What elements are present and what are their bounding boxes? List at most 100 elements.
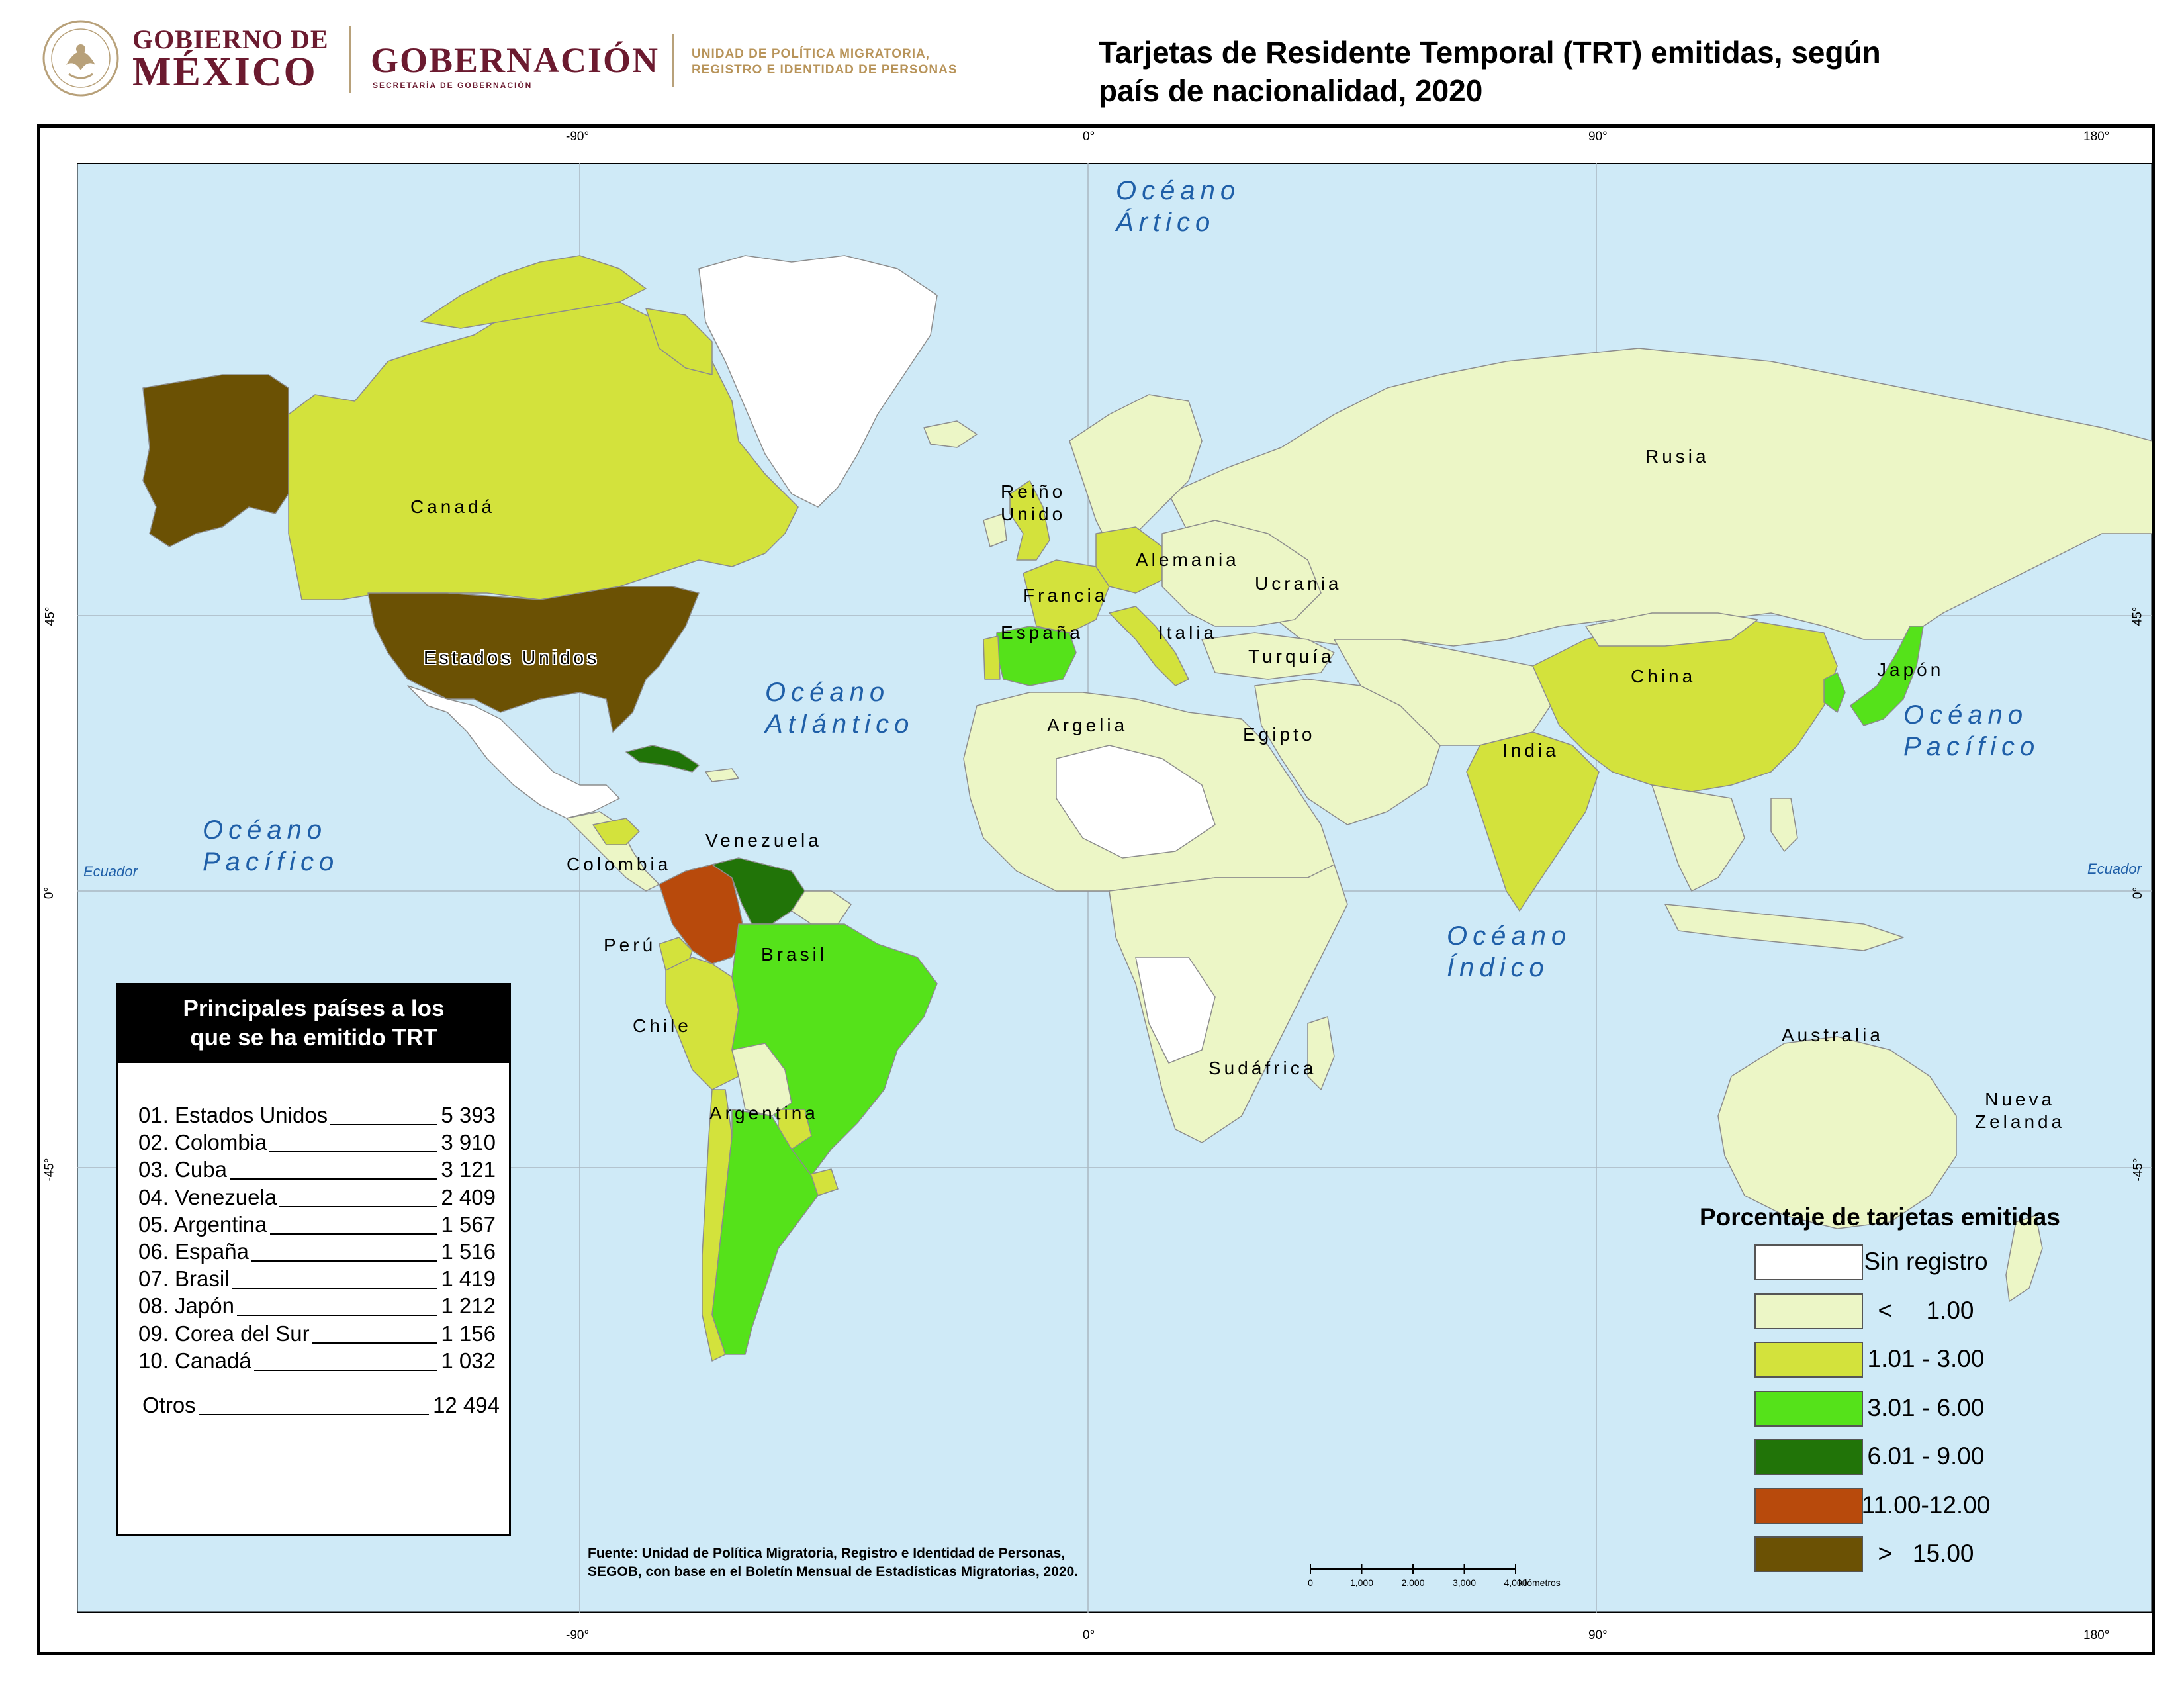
ranking-leader-line — [232, 1288, 437, 1289]
legend-swatch — [1754, 1244, 1863, 1280]
ocean-artico-line-2: Ártico — [1116, 208, 1216, 237]
ranking-row-otros: Otros 12 494 — [142, 1393, 500, 1421]
source-line-2: SEGOB, con base en el Boletín Mensual de… — [588, 1564, 1079, 1579]
reino-unido-line-1: Reiño — [1001, 481, 1066, 502]
ranking-leader-line — [330, 1124, 437, 1125]
country-label-nueva-zelanda: Nueva Zelanda — [1975, 1088, 2065, 1133]
country-label-egipto: Egipto — [1243, 724, 1316, 745]
eastern-europe — [1161, 520, 1322, 627]
middle-east — [1254, 679, 1441, 825]
ranking-title: Principales países a los que se ha emiti… — [118, 985, 509, 1063]
country-label-reino-unido: Reiño Unido — [1001, 481, 1066, 526]
ranking-row: 08. Japón 1 212 — [138, 1293, 496, 1321]
ranking-row: 07. Brasil 1 419 — [138, 1266, 496, 1294]
ranking-value: 1 032 — [441, 1348, 496, 1373]
tick-left-45: 45° — [43, 606, 58, 626]
ranking-value: 1 156 — [441, 1321, 496, 1346]
ranking-value: 1 516 — [441, 1239, 496, 1264]
country-label-estados-unidos: Estados Unidos — [424, 647, 600, 668]
unidad-label: UNIDAD DE POLÍTICA MIGRATORIA, REGISTRO … — [692, 46, 958, 78]
country-label-alemania: Alemania — [1136, 549, 1240, 570]
ranking-country-name: 06. España — [138, 1239, 249, 1264]
ranking-title-line-2: que se ha emitido TRT — [190, 1025, 437, 1051]
ocean-indico-line-1: Océano — [1447, 921, 1572, 951]
legend-title: Porcentaje de tarjetas emitidas — [1700, 1203, 2060, 1231]
source-line-1: Fuente: Unidad de Política Migratoria, R… — [588, 1546, 1066, 1561]
scale-tick-label: 1,000 — [1350, 1577, 1373, 1588]
ranking-leader-line — [269, 1233, 437, 1235]
ranking-leader-line — [229, 1178, 437, 1180]
tick-right-m45: -45° — [2131, 1158, 2146, 1182]
legend-label: 6.01 - 9.00 — [1867, 1442, 1985, 1470]
country-label-italia: Italia — [1158, 622, 1218, 643]
mongolia — [1585, 612, 1758, 647]
country-label-rusia: Rusia — [1645, 446, 1709, 467]
ranking-country-name: 02. Colombia — [138, 1130, 267, 1155]
country-label-australia: Australia — [1782, 1025, 1884, 1045]
scale-bar: 0 1,000 2,000 3,000 4,000 kilómetros — [1308, 1564, 1561, 1588]
ranking-row: 02. Colombia 3 910 — [138, 1130, 496, 1158]
tick-left-m45: -45° — [42, 1158, 57, 1182]
turkey — [1201, 632, 1335, 680]
ranking-value: 3 121 — [441, 1157, 496, 1182]
legend-swatch — [1754, 1439, 1863, 1475]
ranking-box: Principales países a los que se ha emiti… — [116, 983, 511, 1536]
japan — [1850, 626, 1924, 726]
gobernacion-sub-label: SECRETARÍA DE GOBERNACIÓN — [373, 81, 533, 90]
madagascar — [1307, 1016, 1335, 1090]
mexico-label: MÉXICO — [132, 50, 318, 95]
ocean-label-artico: Océano Ártico — [1116, 175, 1240, 238]
legend-label: 1.01 - 3.00 — [1867, 1345, 1985, 1372]
cuba — [625, 745, 700, 773]
source-note: Fuente: Unidad de Política Migratoria, R… — [588, 1544, 1078, 1581]
unidad-line-1: UNIDAD DE POLÍTICA MIGRATORIA, — [692, 47, 931, 61]
mexico-seal-logo — [42, 20, 119, 97]
united-kingdom — [1009, 480, 1050, 561]
scale-tick-label: 3,000 — [1453, 1577, 1476, 1588]
scale-tick-label: 4,000 — [1504, 1577, 1527, 1588]
mexico — [407, 685, 620, 819]
baffin-island — [645, 308, 713, 375]
country-label-argentina: Argentina — [709, 1103, 819, 1123]
ranking-country-name: 08. Japón — [138, 1293, 234, 1319]
ranking-value: 1 567 — [441, 1211, 496, 1237]
country-label-brasil: Brasil — [761, 944, 828, 964]
legend-swatch — [1754, 1536, 1863, 1572]
header: GOBIERNO DE MÉXICO GOBERNACIÓN SECRETARÍ… — [0, 0, 2184, 119]
portugal — [983, 635, 1001, 680]
ocean-atlantico-line-2: Atlántico — [765, 710, 915, 739]
scandinavia — [1069, 394, 1203, 547]
ranking-leader-line — [198, 1414, 430, 1415]
unidad-line-2: REGISTRO E IDENTIDAD DE PERSONAS — [692, 63, 958, 77]
ocean-label-pacifico-east: Océano Pacífico — [1903, 699, 2040, 763]
legend-label: > 15.00 — [1878, 1540, 1974, 1567]
ranking-country-name: 03. Cuba — [138, 1157, 227, 1182]
ranking-country-name: 10. Canadá — [138, 1348, 251, 1373]
ranking-leader-line — [253, 1369, 437, 1371]
header-divider — [349, 26, 351, 93]
map-title-line-1: Tarjetas de Residente Temporal (TRT) emi… — [1099, 35, 1881, 70]
country-label-francia: Francia — [1023, 585, 1109, 606]
ranking-leader-line — [236, 1315, 437, 1317]
indonesia — [1664, 904, 1904, 951]
countries — [142, 255, 2152, 1362]
ranking-value: 12 494 — [433, 1393, 500, 1417]
ranking-row: 01. Estados Unidos 5 393 — [138, 1103, 496, 1131]
ranking-value: 2 409 — [441, 1184, 496, 1209]
country-label-colombia: Colombia — [567, 854, 672, 874]
country-label-ucrania: Ucrania — [1255, 573, 1342, 594]
country-label-venezuela: Venezuela — [705, 830, 822, 851]
country-label-argelia: Argelia — [1047, 715, 1128, 735]
ecuador-label-left: Ecuador — [83, 863, 139, 880]
ocean-pacifico-w-line-1: Océano — [203, 816, 328, 845]
australia — [1717, 1036, 1957, 1229]
header-divider-2 — [672, 34, 674, 87]
ranking-value: 1 212 — [441, 1293, 496, 1319]
scale-tick-label: 0 — [1308, 1577, 1313, 1588]
tick-left-0: 0° — [42, 886, 57, 900]
ocean-label-indico: Océano Índico — [1447, 920, 1571, 984]
south-korea — [1823, 672, 1846, 713]
country-label-turquia: Turquía — [1248, 646, 1335, 667]
legend-swatch — [1754, 1342, 1863, 1378]
tick-top-e90: 90° — [1588, 130, 1608, 144]
